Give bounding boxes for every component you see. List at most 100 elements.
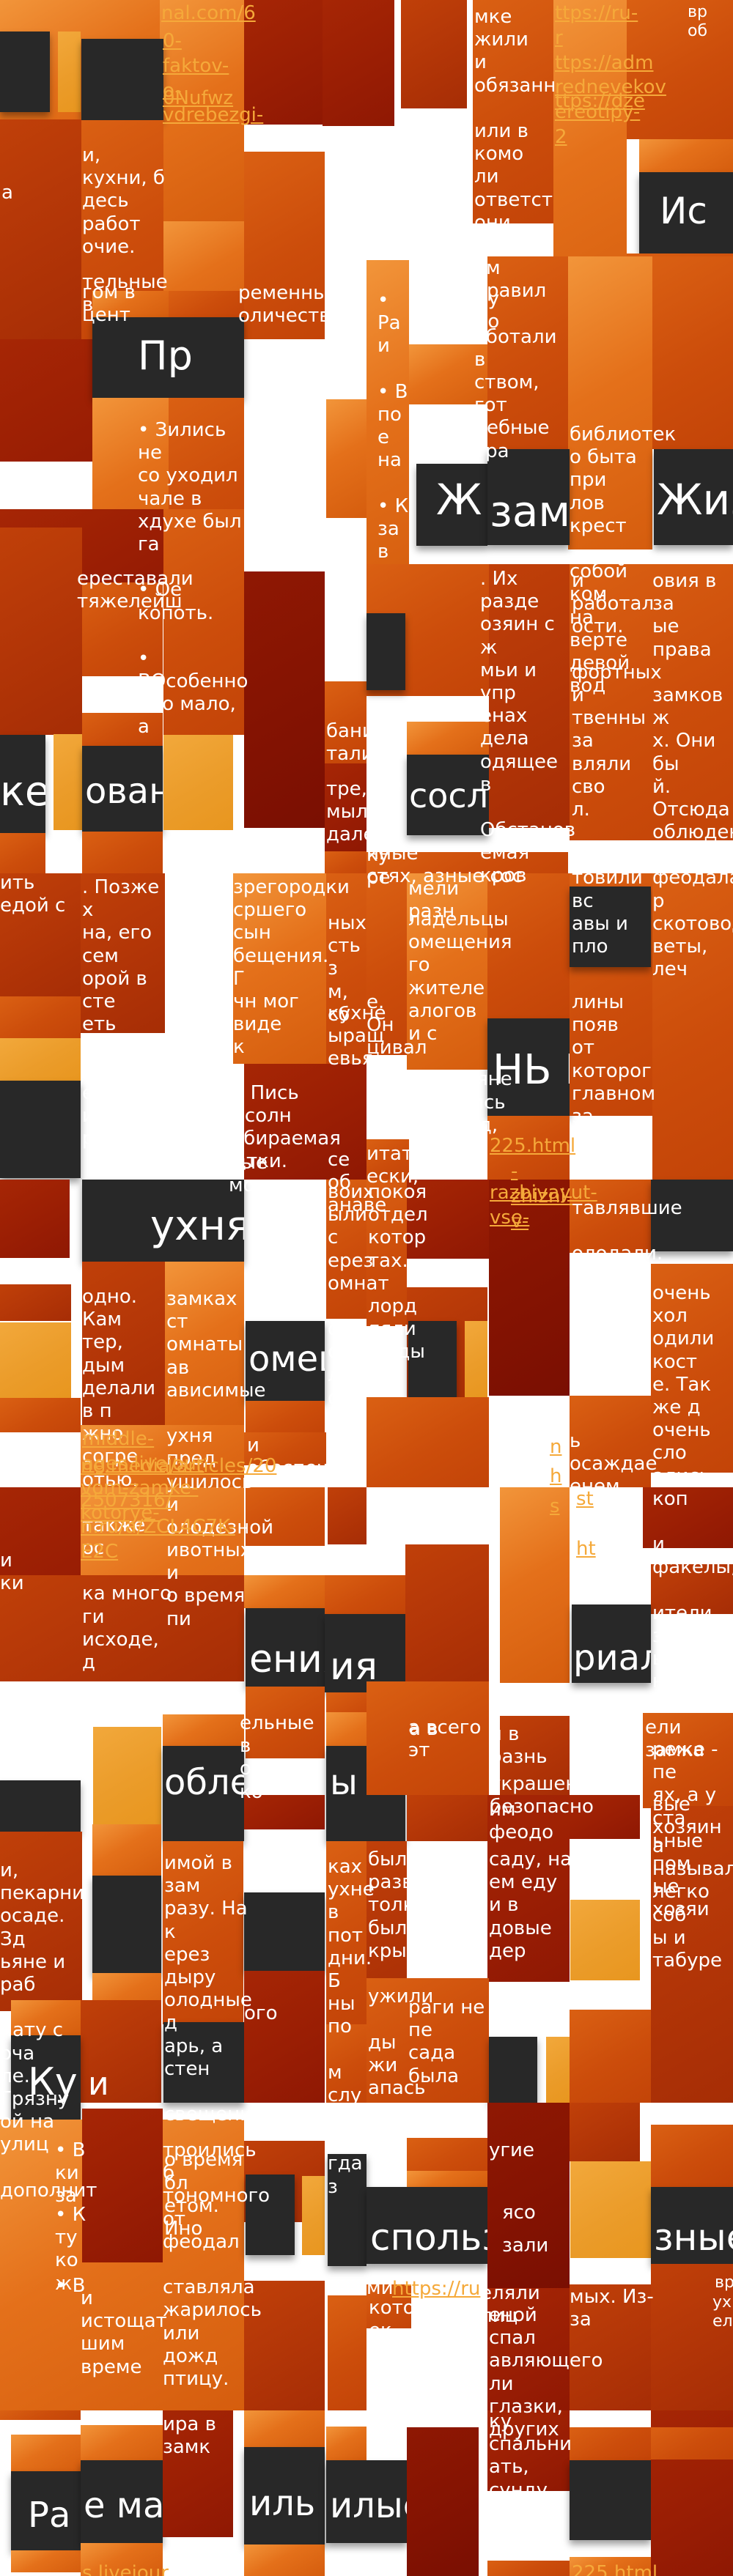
slide-hyperlink-fragment[interactable]: ne.media/articles/20 (81, 1455, 277, 1477)
slide-hyperlink-fragment[interactable]: 225.html (490, 1135, 576, 1157)
slide-panel (244, 2544, 325, 2576)
slide-title-block (81, 39, 163, 120)
slide-title-fragment: омеще (248, 1341, 325, 1378)
slide-hyperlink-fragment[interactable]: 225.html (572, 2562, 658, 2576)
slide-panel (407, 2171, 487, 2187)
slide-title-block (163, 2022, 244, 2103)
accent-block (54, 734, 82, 830)
slide-text-fragment: где м и ку ре (366, 775, 402, 889)
slide-title-fragment: замк (490, 489, 570, 534)
slide-text-fragment: нные стях, азные сос (366, 843, 523, 888)
slide-text-fragment: • Зились не со уходил чале в хдухе был г… (138, 419, 248, 739)
slide-hyperlink-fragment[interactable]: n h s (550, 1436, 562, 1517)
slide-panel (325, 763, 366, 851)
slide-panel (366, 1139, 409, 1180)
slide-title-block (487, 449, 570, 545)
slide-text-fragment: украшень безопасно (490, 1773, 594, 1818)
slide-panel (0, 833, 45, 879)
slide-hyperlink-fragment[interactable]: 0-faktov-o- vdrebezgi- (163, 30, 264, 127)
slide-panel (407, 2427, 479, 2576)
slide-panel (246, 1487, 325, 1546)
slide-panel (244, 571, 325, 828)
slide-panel (0, 1398, 81, 1432)
slide-title-block (570, 2460, 651, 2540)
slide-panel (366, 1978, 489, 2103)
slide-hyperlink-fragment[interactable]: st ht (576, 1488, 596, 1560)
slide-text-fragment: ладельцы омещения го жителе алогов и с к… (408, 908, 512, 1159)
slide-panel (244, 1064, 366, 1180)
slide-text-fragment: и работал ости. фортных и твенны за влял… (572, 570, 662, 958)
slide-panel (487, 2288, 570, 2410)
slide-text-fragment: ку чо (476, 288, 500, 333)
slide-title-block (0, 735, 45, 833)
slide-panel (652, 873, 733, 1180)
slide-panel (326, 2024, 366, 2103)
slide-text-fragment: е. Он цивал (366, 991, 427, 1059)
slide-panel (405, 1544, 489, 1684)
slide-panel (165, 1262, 244, 1432)
slide-panel (407, 722, 489, 755)
slide-text-fragment: и истощат шим време (81, 2287, 167, 2378)
slide-text-fragment: мке жили и обязанн или в комо ли ответст… (474, 6, 557, 462)
slide-panel (366, 1397, 489, 1487)
slide-panel (163, 2410, 233, 2537)
slide-hyperlink-fragment[interactable]: 0Nufwz (163, 87, 234, 109)
slide-title-block (325, 1614, 405, 1692)
slide-title-block (572, 1605, 651, 1683)
slide-panel (487, 2561, 570, 2576)
slide-text-fragment: раги не пе сада была (408, 1996, 485, 2087)
slide-title-fragment: зные с (654, 2218, 733, 2257)
slide-hyperlink-fragment[interactable]: vom-zamke-kotorye- (81, 1477, 199, 1524)
slide-hyperlink-fragment[interactable]: ttps://dze (555, 90, 645, 112)
slide-panel (328, 1487, 366, 1544)
slide-text-fragment: имой в зам разу. На к ерез дыру олодные … (164, 1852, 264, 2240)
slide-hyperlink-fragment[interactable]: n.ru/a/ZCL4C7K-E2C (81, 1516, 235, 1563)
slide-panel (487, 256, 570, 449)
slide-text-fragment: и ки (0, 1550, 24, 1595)
slide-panel (366, 1180, 407, 1326)
accent-block (570, 1900, 640, 1980)
accent-block (163, 735, 233, 830)
slide-text-fragment: зали (502, 2235, 549, 2257)
slide-panel (244, 2281, 325, 2410)
slide-title-block (92, 1876, 161, 1974)
slide-title-block (651, 2187, 733, 2264)
slide-hyperlink-fragment[interactable]: ttps://ru-r ttps://adm rednevekov ereoti… (555, 2, 666, 148)
slide-panel (81, 1425, 244, 1498)
slide-hyperlink-fragment[interactable]: s.livejour (82, 2562, 169, 2576)
slide-panel (81, 2000, 161, 2103)
slide-text-fragment: тельные в (82, 271, 168, 317)
slide-text-fragment: библиотек о быта при лов крест собой ком… (570, 423, 677, 697)
slide-text-fragment: вре (715, 2273, 733, 2292)
slide-text-fragment: было разв толке было крыв ужили ды жи ап… (368, 1848, 434, 2099)
slide-text-fragment: саду, на ем еду и в довые дер (489, 1848, 572, 1962)
slide-text-fragment: ми (366, 2277, 394, 2299)
slide-title-fragment: спользо (370, 2218, 487, 2257)
slide-text-fragment: а всего эт (408, 1717, 482, 1762)
accent-block (570, 2161, 651, 2258)
slide-panel (639, 139, 733, 172)
slide-title-fragment: иль (249, 2485, 316, 2523)
slide-hyperlink-fragment[interactable]: razbivayut-vse- (490, 1182, 597, 1229)
slide-panel (651, 2264, 733, 2410)
slide-hyperlink-fragment[interactable]: nal.com/6 (161, 2, 256, 24)
slide-hyperlink-fragment[interactable]: https://ru (392, 2278, 481, 2300)
slide-panel (325, 681, 366, 763)
slide-hyperlink-fragment[interactable]: -zhizni-v- (511, 1161, 573, 1232)
slide-title-fragment: Пр (138, 336, 193, 377)
slide-hyperlink-fragment[interactable]: middle-ages.livejour (82, 1428, 205, 1475)
accent-block (58, 32, 81, 112)
slide-panel (570, 2103, 640, 2161)
slide-panel (163, 509, 244, 735)
slide-panel (244, 1575, 325, 1608)
slide-panel (570, 1795, 640, 1839)
slide-text-fragment: бани тали (326, 720, 375, 766)
slide-title-block (81, 2460, 163, 2543)
slide-hyperlink-fragment[interactable]: 2507316/ (81, 1489, 172, 1511)
slide-panel (92, 291, 169, 317)
slide-panel (326, 2427, 366, 2460)
slide-panel (643, 1713, 733, 1808)
slide-text-fragment: • Ра и • В по е на • К за в (377, 289, 409, 563)
accent-block (465, 1321, 487, 1397)
slide-title-fragment: ке (0, 771, 45, 814)
